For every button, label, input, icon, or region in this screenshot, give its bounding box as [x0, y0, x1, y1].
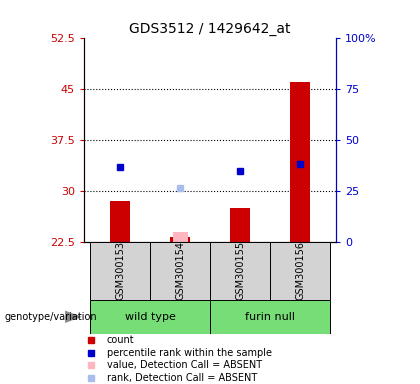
Text: GSM300155: GSM300155 — [235, 241, 245, 300]
Text: GSM300156: GSM300156 — [295, 241, 305, 300]
Text: GSM300154: GSM300154 — [175, 241, 185, 300]
Bar — [90, 300, 210, 334]
Text: GSM300153: GSM300153 — [115, 241, 125, 300]
Polygon shape — [65, 311, 82, 323]
Text: percentile rank within the sample: percentile rank within the sample — [107, 348, 272, 358]
Text: rank, Detection Call = ABSENT: rank, Detection Call = ABSENT — [107, 373, 257, 383]
Text: genotype/variation: genotype/variation — [4, 312, 97, 322]
Title: GDS3512 / 1429642_at: GDS3512 / 1429642_at — [129, 22, 291, 36]
Text: count: count — [107, 335, 134, 345]
Bar — [210, 242, 270, 300]
Text: value, Detection Call = ABSENT: value, Detection Call = ABSENT — [107, 360, 262, 370]
Bar — [90, 242, 150, 300]
Bar — [290, 83, 310, 242]
Bar — [173, 232, 187, 242]
Bar — [210, 300, 330, 334]
Text: wild type: wild type — [125, 312, 176, 322]
Bar — [150, 242, 210, 300]
Bar — [231, 208, 249, 242]
Text: furin null: furin null — [245, 312, 295, 322]
Bar — [171, 237, 189, 242]
Bar — [270, 242, 330, 300]
Bar — [110, 201, 130, 242]
